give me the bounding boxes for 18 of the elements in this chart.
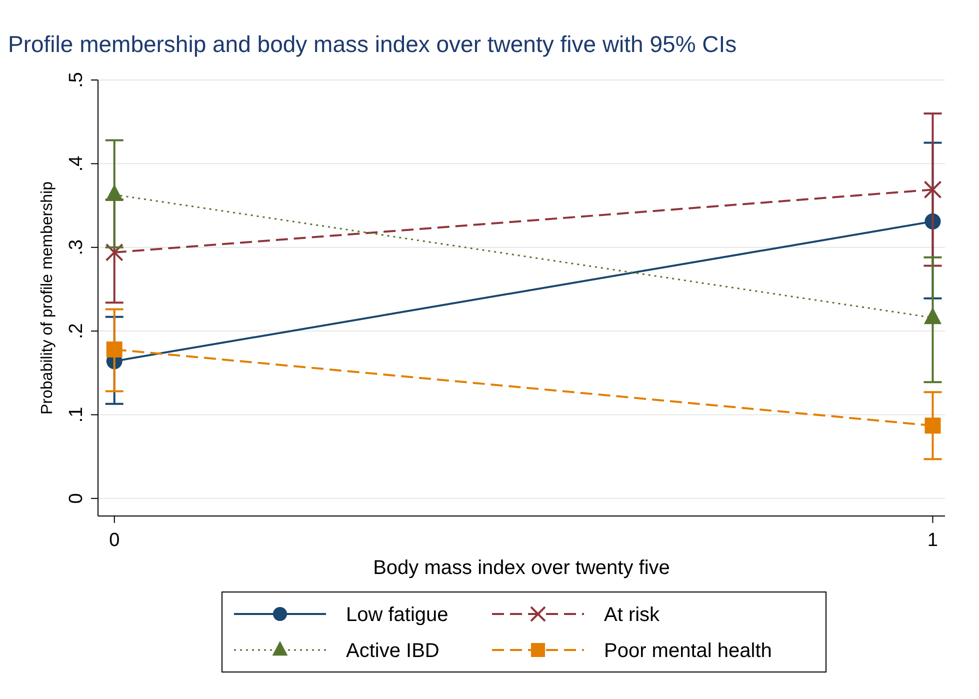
x-tick-label: 1 <box>927 530 938 551</box>
y-tick-label: .2 <box>66 323 87 339</box>
point <box>106 341 122 358</box>
y-tick-label: 0 <box>66 493 87 504</box>
x-axis-title: Body mass index over twenty five <box>373 557 670 579</box>
legend-label: Active IBD <box>346 640 440 662</box>
chart-title: Profile membership and body mass index over twenty five with 95% CIs <box>8 31 737 57</box>
point <box>924 180 942 199</box>
legend-label: Poor mental health <box>604 640 772 662</box>
legend-label: Low fatigue <box>346 604 448 626</box>
point <box>105 243 124 262</box>
legend-label: At risk <box>604 604 661 626</box>
y-tick-label: .5 <box>66 72 87 88</box>
y-tick-label: .3 <box>66 239 87 256</box>
y-axis-title: Probability of profile membership <box>39 181 56 414</box>
point <box>924 418 941 434</box>
y-tick-label: .1 <box>66 406 87 423</box>
y-tick-label: .4 <box>66 155 87 172</box>
